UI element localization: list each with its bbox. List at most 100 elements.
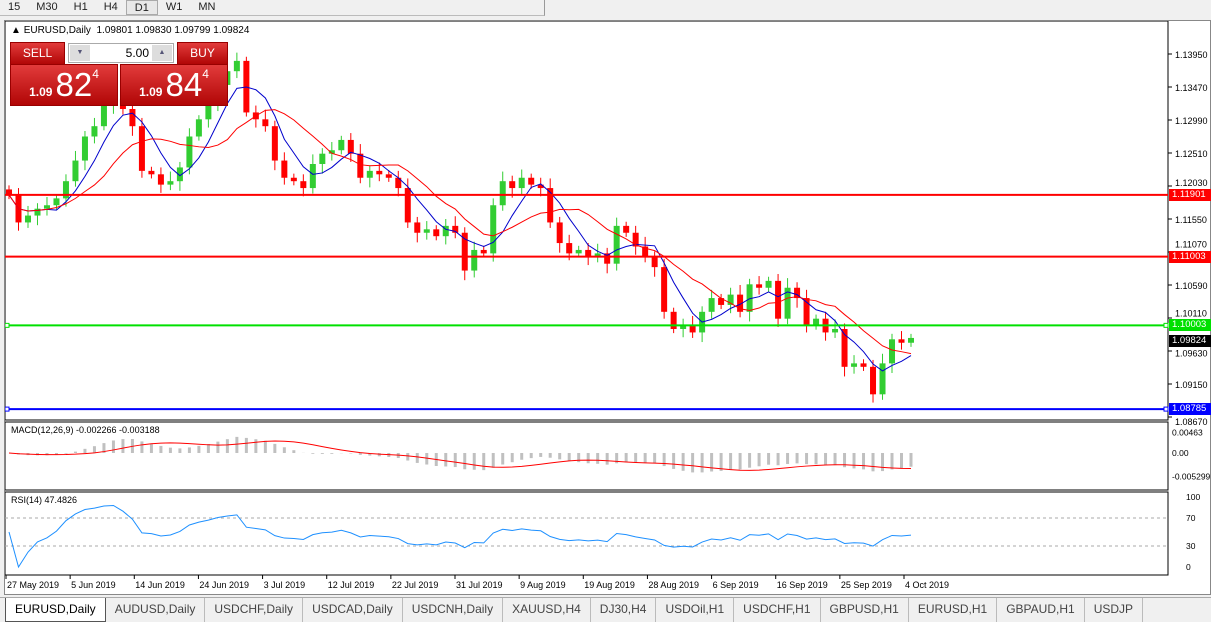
- chart-tab[interactable]: USDCAD,Daily: [303, 598, 403, 622]
- date-label: 16 Sep 2019: [777, 580, 828, 590]
- chart-window[interactable]: 1.13950 1.13470 1.12990 1.12510 1.12030 1.115…: [4, 20, 1211, 595]
- price-label: 1.10110: [1175, 308, 1207, 318]
- hline-price-tag: 1.11901: [1169, 188, 1211, 201]
- candle-body: [765, 280, 772, 288]
- lot-decrease-icon[interactable]: ▼: [70, 45, 90, 61]
- timeframe-H1[interactable]: H1: [73, 1, 88, 13]
- date-label: 25 Sep 2019: [841, 580, 892, 590]
- price-label: 1.10590: [1175, 281, 1208, 291]
- candle-body: [442, 225, 449, 237]
- candle-body: [879, 363, 886, 395]
- candle-body: [233, 60, 240, 72]
- candle-body: [746, 284, 753, 312]
- date-label: 3 Jul 2019: [264, 580, 306, 590]
- candle-body: [72, 160, 79, 182]
- candle-body: [433, 229, 440, 237]
- ohlc-values: 1.09801 1.09830 1.09799 1.09824: [96, 25, 250, 36]
- chart-tab[interactable]: EURUSD,H1: [909, 598, 998, 622]
- candle-body: [756, 284, 763, 288]
- candle-body: [176, 167, 183, 182]
- candle-body: [24, 215, 31, 223]
- chart-tab[interactable]: USDCNH,Daily: [403, 598, 504, 622]
- candle-body: [794, 287, 801, 299]
- chart-tab[interactable]: AUDUSD,Daily: [106, 598, 206, 622]
- price-label: 1.08670: [1175, 417, 1208, 427]
- chart-tab[interactable]: XAUUSD,H4: [503, 598, 591, 622]
- candle-body: [547, 188, 554, 223]
- candle-body: [195, 119, 202, 137]
- date-label: 24 Jun 2019: [199, 580, 249, 590]
- date-label: 14 Jun 2019: [135, 580, 185, 590]
- date-label: 31 Jul 2019: [456, 580, 503, 590]
- collapse-arrow-icon[interactable]: ▲: [11, 25, 24, 36]
- rsi-axis-label: 0: [1186, 562, 1191, 572]
- candle-body: [642, 246, 649, 257]
- chart-tab[interactable]: USDCHF,Daily: [205, 598, 304, 622]
- price-label: 1.12990: [1175, 116, 1208, 126]
- chart-tab[interactable]: USDJP: [1085, 598, 1144, 622]
- candle-body: [575, 249, 582, 254]
- lot-increase-icon[interactable]: ▲: [152, 45, 172, 61]
- main-panel: [5, 21, 1169, 421]
- date-label: 28 Aug 2019: [648, 580, 699, 590]
- hline-price-tag: 1.08785: [1169, 403, 1211, 416]
- candle-body: [366, 170, 373, 178]
- rsi-axis-label: 70: [1186, 513, 1196, 523]
- chart-tab[interactable]: GBPUSD,H1: [821, 598, 909, 622]
- candle-body: [908, 337, 914, 343]
- candle-body: [537, 184, 544, 189]
- candle-body: [414, 222, 421, 233]
- timeframe-MN[interactable]: MN: [198, 1, 216, 13]
- date-label: 19 Aug 2019: [584, 580, 635, 590]
- candle-body: [632, 232, 639, 247]
- timeframe-D1[interactable]: D1: [125, 0, 158, 15]
- candle-body: [186, 136, 193, 168]
- sell-price-button[interactable]: 1.09 824: [10, 64, 118, 106]
- chart-tab[interactable]: USDCHF,H1: [734, 598, 821, 622]
- candle-body: [157, 174, 164, 185]
- price-label: 1.09150: [1175, 380, 1208, 390]
- chart-tab[interactable]: GBPAUD,H1: [997, 598, 1085, 622]
- price-label: 1.13950: [1175, 50, 1208, 60]
- buy-price-button[interactable]: 1.09 844: [120, 64, 228, 106]
- timeframe-W1[interactable]: W1: [165, 1, 183, 13]
- price-label: 1.12510: [1175, 149, 1208, 159]
- candle-body: [870, 366, 877, 395]
- date-label: 5 Jun 2019: [71, 580, 116, 590]
- candle-body: [623, 225, 630, 233]
- candle-body: [129, 109, 136, 127]
- price-label: 1.11550: [1175, 215, 1207, 225]
- chart-tab[interactable]: USDOil,H1: [656, 598, 735, 622]
- macd-panel: [5, 421, 1169, 491]
- candle-body: [718, 298, 725, 305]
- price-label: 1.09630: [1175, 349, 1208, 359]
- price-label: 1.11070: [1175, 240, 1207, 250]
- chart-canvas[interactable]: 1.13950 1.13470 1.12990 1.12510 1.12030 1.115…: [5, 21, 1211, 596]
- timeframe-toolbar: 15 M30 H1 H4 D1 W1 MN: [0, 0, 545, 16]
- timeframe-H4[interactable]: H4: [103, 1, 118, 13]
- timeframe-M30[interactable]: M30: [36, 1, 58, 13]
- date-label: 9 Aug 2019: [520, 580, 566, 590]
- lot-size-input[interactable]: ▼ 5.00 ▲: [68, 43, 174, 63]
- chart-tab[interactable]: EURUSD,Daily: [5, 598, 106, 622]
- macd-axis-label: 0.00: [1172, 448, 1189, 458]
- chart-tab[interactable]: DJ30,H4: [591, 598, 657, 622]
- date-label: 27 May 2019: [7, 580, 59, 590]
- candle-body: [832, 329, 839, 333]
- candle-body: [81, 136, 88, 161]
- candle-body: [708, 298, 715, 312]
- candle-body: [205, 105, 212, 120]
- candle-body: [34, 208, 41, 216]
- candle-body: [395, 177, 402, 189]
- candle-body: [889, 339, 896, 364]
- timeframe-15[interactable]: 15: [8, 1, 21, 13]
- buy-button[interactable]: BUY: [177, 42, 228, 65]
- sell-button[interactable]: SELL: [10, 42, 65, 65]
- candle-body: [841, 329, 848, 367]
- candle-body: [376, 170, 383, 175]
- candle-body: [528, 177, 535, 185]
- candle-body: [556, 222, 563, 244]
- candle-body: [737, 294, 744, 312]
- candle-body: [784, 287, 791, 319]
- chart-title: ▲ EURUSD,Daily 1.09801 1.09830 1.09799 1…: [11, 25, 250, 36]
